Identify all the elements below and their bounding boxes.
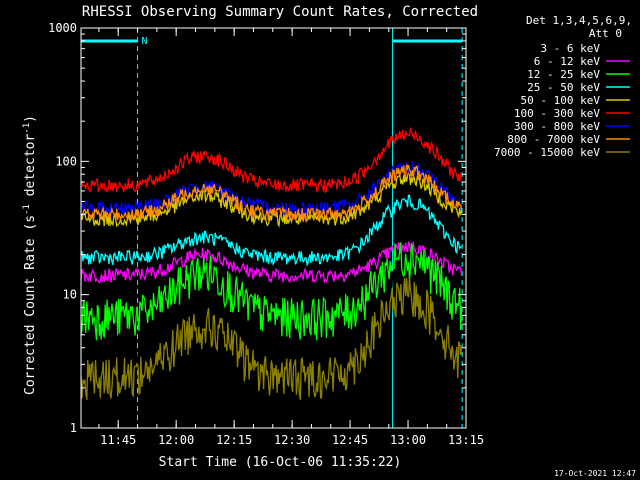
footer-timestamp: 17-Oct-2021 12:47 [554,469,636,478]
plot-area: N [80,28,463,428]
series-line [80,194,462,267]
x-axis-label: Start Time (16-Oct-06 11:35:22) [159,455,402,470]
y-tick-label: 100 [55,154,77,168]
legend-header-line-1: Det 1,3,4,5,6,9, [526,14,632,27]
y-axis-label: Corrected Count Rate (s-1 detector-1) [22,115,38,395]
x-tick-label: 13:00 [390,433,426,447]
legend-label: 6 - 12 keV [534,55,601,68]
x-tick-label: 11:45 [100,433,136,447]
series-line [80,164,463,224]
legend-header-line-2: Att 0 [589,27,622,40]
axes: 1 10 100 1000 11:45 12:00 12:15 12:30 12:45 13:00… [48,21,484,447]
plot-frame [80,27,467,429]
legend-label: 12 - 25 keV [527,68,600,81]
legend-label: 100 - 300 keV [514,107,600,120]
x-tick-label: 12:45 [332,433,368,447]
series-line [80,126,463,194]
series-line [80,240,463,285]
marker-label: N [142,36,148,47]
x-tick-label: 12:30 [274,433,310,447]
legend-label: 7000 - 15000 keV [494,146,600,159]
legend-label: 3 - 6 keV [540,42,600,55]
x-tick-label: 13:15 [448,433,484,447]
y-tick-label: 1000 [48,21,77,35]
series-line [80,277,463,400]
x-tick-label: 12:15 [216,433,252,447]
legend-label: 50 - 100 keV [521,94,601,107]
y-tick-label: 1 [70,421,77,435]
legend-label: 300 - 800 keV [514,120,600,133]
chart-title: RHESSI Observing Summary Count Rates, Co… [82,4,478,20]
series-line [80,171,463,228]
legend-label: 25 - 50 keV [527,81,600,94]
x-tick-label: 12:00 [158,433,194,447]
legend-label: 800 - 7000 keV [507,133,600,146]
series-line [80,241,463,341]
y-tick-label: 10 [63,288,77,302]
